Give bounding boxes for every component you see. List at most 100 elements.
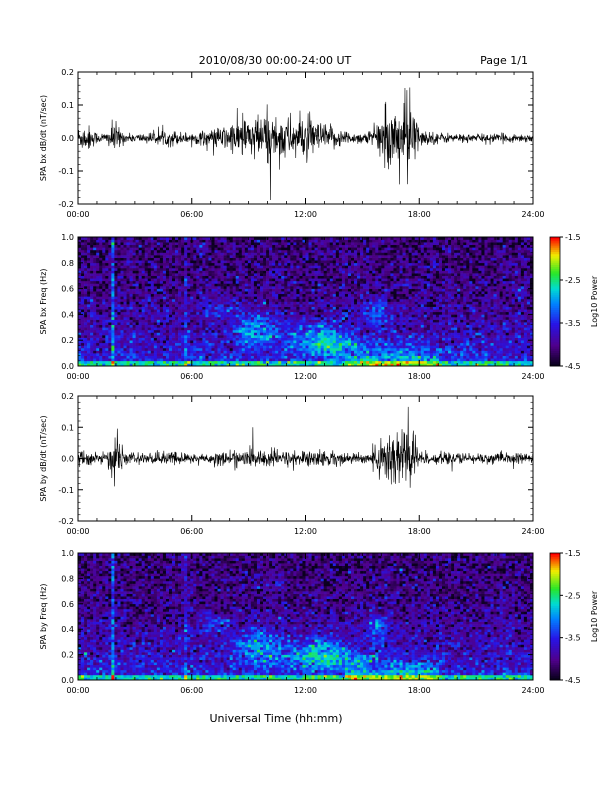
heatmap-cell [90, 286, 94, 289]
heatmap-cell [202, 262, 206, 266]
heatmap-cell [87, 255, 91, 258]
heatmap-cell [111, 360, 115, 364]
heatmap-cell [99, 324, 103, 328]
heatmap-cell [287, 273, 291, 276]
heatmap-cell [153, 337, 158, 341]
heatmap-cell [317, 335, 321, 338]
heatmap-cell [205, 260, 209, 264]
heatmap-cell [266, 296, 270, 300]
heatmap-cell [162, 265, 167, 269]
heatmap-cell [232, 262, 237, 266]
heatmap-cell [81, 242, 85, 246]
heatmap-cell [232, 337, 237, 341]
heatmap-cell [305, 304, 309, 307]
heatmap-cell [354, 273, 358, 276]
heatmap-cell [117, 306, 121, 310]
heatmap-cell [302, 301, 306, 305]
heatmap-cell [269, 270, 273, 274]
heatmap-cell [232, 265, 237, 269]
heatmap-cell [341, 324, 346, 328]
heatmap-cell [120, 252, 124, 256]
heatmap-cell [266, 304, 270, 307]
heatmap-cell [187, 319, 191, 323]
heatmap-cell [232, 358, 237, 362]
heatmap-cell [175, 311, 179, 315]
heatmap-cell [284, 255, 288, 258]
heatmap-cell [220, 283, 224, 287]
heatmap-cell [341, 255, 346, 258]
heatmap-cell [260, 301, 264, 305]
heatmap-cell [187, 340, 191, 344]
heatmap-cell [193, 327, 197, 331]
heatmap-cell [120, 280, 124, 284]
heatmap-cell [335, 275, 340, 279]
heatmap-cell [108, 265, 112, 269]
heatmap-cell [211, 270, 215, 274]
heatmap-cell [181, 355, 185, 359]
heatmap-cell [193, 309, 197, 313]
heatmap-cell [105, 311, 109, 315]
heatmap-cell [344, 322, 349, 326]
heatmap-cell [169, 316, 173, 320]
heatmap-cell [105, 353, 109, 356]
heatmap-cell [329, 353, 334, 356]
heatmap-cell [235, 360, 240, 364]
heatmap-cell [102, 363, 106, 367]
heatmap-cell [78, 265, 82, 269]
heatmap-cell [341, 347, 346, 351]
heatmap-cell [366, 275, 370, 279]
heatmap-cell [175, 322, 179, 326]
heatmap-cell [132, 319, 136, 323]
heatmap-cell [81, 265, 85, 269]
heatmap-cell [132, 286, 136, 289]
heatmap-cell [150, 291, 155, 295]
heatmap-cell [308, 335, 312, 338]
heatmap-cell [184, 237, 188, 240]
heatmap-cell [235, 340, 240, 344]
heatmap-cell [114, 353, 118, 356]
heatmap-cell [278, 260, 282, 264]
heatmap-cell [281, 332, 285, 336]
heatmap-cell [366, 293, 370, 297]
heatmap-cell [311, 360, 315, 364]
heatmap-cell [190, 322, 194, 326]
heatmap-cell [184, 255, 188, 258]
heatmap-cell [211, 293, 215, 297]
heatmap-cell [272, 275, 276, 279]
heatmap-cell [193, 270, 197, 274]
heatmap-cell [205, 247, 209, 251]
heatmap-cell [287, 255, 291, 258]
heatmap-cell [135, 257, 139, 261]
heatmap-cell [102, 262, 106, 266]
heatmap-cell [253, 257, 258, 261]
heatmap-cell [290, 360, 294, 364]
heatmap-cell [199, 265, 203, 269]
heatmap-cell [244, 347, 249, 351]
heatmap-cell [266, 309, 270, 313]
heatmap-cell [363, 247, 367, 251]
heatmap-cell [96, 304, 100, 307]
heatmap-cell [229, 309, 233, 313]
heatmap-cell [314, 293, 318, 297]
heatmap-cell [260, 249, 264, 253]
heatmap-cell [129, 278, 133, 282]
heatmap-cell [241, 249, 246, 253]
heatmap-cell [311, 363, 315, 367]
heatmap-cell [238, 355, 243, 359]
heatmap-cell [120, 249, 124, 253]
heatmap-cell [260, 257, 264, 261]
heatmap-cell [132, 265, 136, 269]
heatmap-cell [290, 304, 294, 307]
heatmap-cell [150, 329, 155, 333]
heatmap-cell [214, 291, 218, 295]
heatmap-cell [275, 335, 279, 338]
heatmap-cell [247, 340, 252, 344]
heatmap-cell [247, 345, 252, 349]
heatmap-cell [159, 358, 164, 362]
heatmap-cell [302, 283, 306, 287]
heatmap-cell [278, 293, 282, 297]
heatmap-cell [211, 275, 215, 279]
heatmap-cell [347, 239, 352, 243]
heatmap-cell [329, 319, 334, 323]
heatmap-cell [326, 363, 331, 367]
